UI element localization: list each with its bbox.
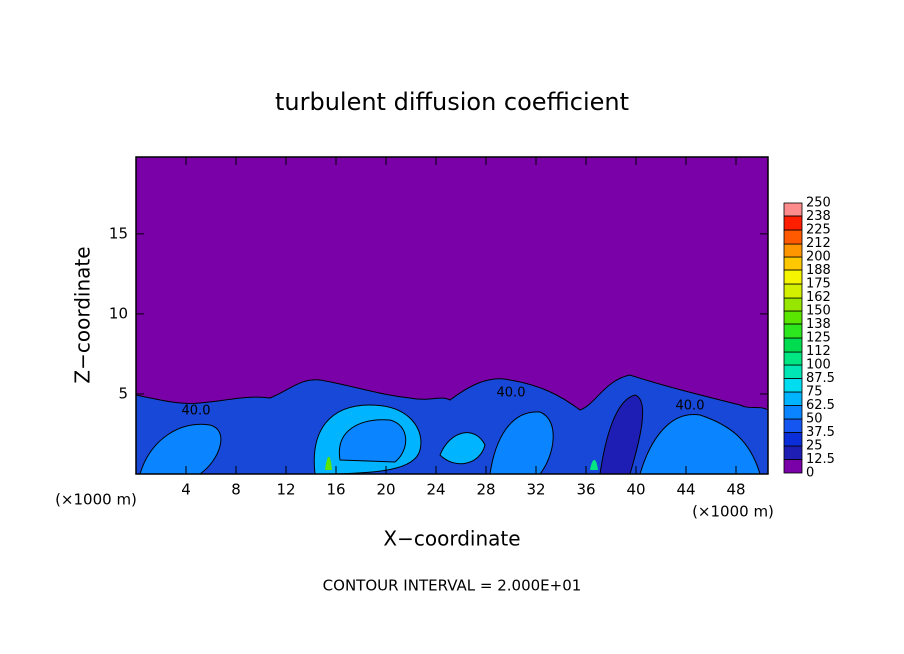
field-region <box>139 423 222 475</box>
colorbar-label: 162 <box>806 290 831 305</box>
colorbar-label: 200 <box>806 250 831 265</box>
field-region <box>590 459 598 470</box>
colorbar-segment <box>783 256 803 271</box>
colorbar-segment <box>783 323 803 339</box>
x-tick-label: 28 <box>476 481 495 499</box>
colorbar-label: 75 <box>806 385 823 400</box>
x-tick-label: 24 <box>426 481 445 499</box>
x-tick-label: 12 <box>276 481 295 499</box>
colorbar-segment <box>783 269 803 285</box>
x-tick-label: 32 <box>526 481 545 499</box>
contour-label: 40.0 <box>676 399 705 414</box>
y-axis-label: Z−coordinate <box>71 246 95 383</box>
field-region <box>325 456 332 470</box>
colorbar-segment <box>783 378 803 393</box>
contour-label: 40.0 <box>182 404 211 419</box>
x-tick-label: 48 <box>726 481 745 499</box>
colorbar-segment <box>783 243 803 258</box>
x-unit: (×1000 m) <box>55 491 137 509</box>
x-tick-label: 4 <box>181 481 191 499</box>
colorbar-label: 112 <box>806 344 831 359</box>
y-tick-label: 5 <box>118 384 128 402</box>
colorbar-label: 12.5 <box>806 452 835 467</box>
colorbar-segment <box>783 310 803 325</box>
field <box>135 157 769 475</box>
colorbar-segment <box>783 459 803 474</box>
colorbar-segment <box>783 202 803 217</box>
y-tick-label: 10 <box>109 304 128 322</box>
field-region <box>439 432 486 465</box>
x-axis-label: X−coordinate <box>383 527 520 551</box>
colorbar-segment <box>783 215 803 231</box>
colorbar-segment <box>783 391 803 406</box>
colorbar-label: 175 <box>806 277 831 292</box>
x-tick-label: 20 <box>376 481 395 499</box>
colorbar-label: 212 <box>806 236 831 251</box>
colorbar-label: 62.5 <box>806 398 835 413</box>
colorbar-segment <box>783 337 803 353</box>
colorbar-label: 87.5 <box>806 371 835 386</box>
x-tick-label: 40 <box>626 481 645 499</box>
annotation: CONTOUR INTERVAL = 2.000E+01 <box>323 577 582 595</box>
colorbar-segment <box>783 229 803 245</box>
colorbar-label: 125 <box>806 331 831 346</box>
x-tick-label: 8 <box>231 481 241 499</box>
colorbar-segment <box>783 405 803 420</box>
x-unit: (×1000 m) <box>692 503 774 521</box>
colorbar-label: 150 <box>806 304 831 319</box>
plot-frame <box>135 156 769 475</box>
chart-title: turbulent diffusion coefficient <box>275 88 629 116</box>
field-region <box>338 419 407 463</box>
colorbar-label: 238 <box>806 209 831 224</box>
colorbar-label: 37.5 <box>806 425 835 440</box>
x-tick-label: 44 <box>676 481 695 499</box>
colorbar-label: 100 <box>806 358 831 373</box>
colorbar-label: 25 <box>806 439 823 454</box>
colorbar-segment <box>783 432 803 447</box>
colorbar-label: 188 <box>806 263 831 278</box>
colorbar-segment <box>783 445 803 460</box>
colorbar-label: 0 <box>806 466 814 481</box>
colorbar-segment <box>783 364 803 379</box>
field-region <box>639 413 761 475</box>
colorbar-segment <box>783 351 803 366</box>
x-tick-label: 36 <box>576 481 595 499</box>
colorbar-label: 225 <box>806 223 831 238</box>
colorbar-segment <box>783 418 803 433</box>
x-tick-label: 16 <box>326 481 345 499</box>
y-tick-label: 15 <box>109 224 128 242</box>
colorbar-segment <box>783 283 803 299</box>
field-region <box>599 394 644 475</box>
colorbar-label: 138 <box>806 317 831 332</box>
colorbar-label: 250 <box>806 196 831 211</box>
contour-label: 40.0 <box>497 386 526 401</box>
colorbar-label: 50 <box>806 412 823 427</box>
field-region <box>489 411 554 475</box>
colorbar-segment <box>783 297 803 312</box>
